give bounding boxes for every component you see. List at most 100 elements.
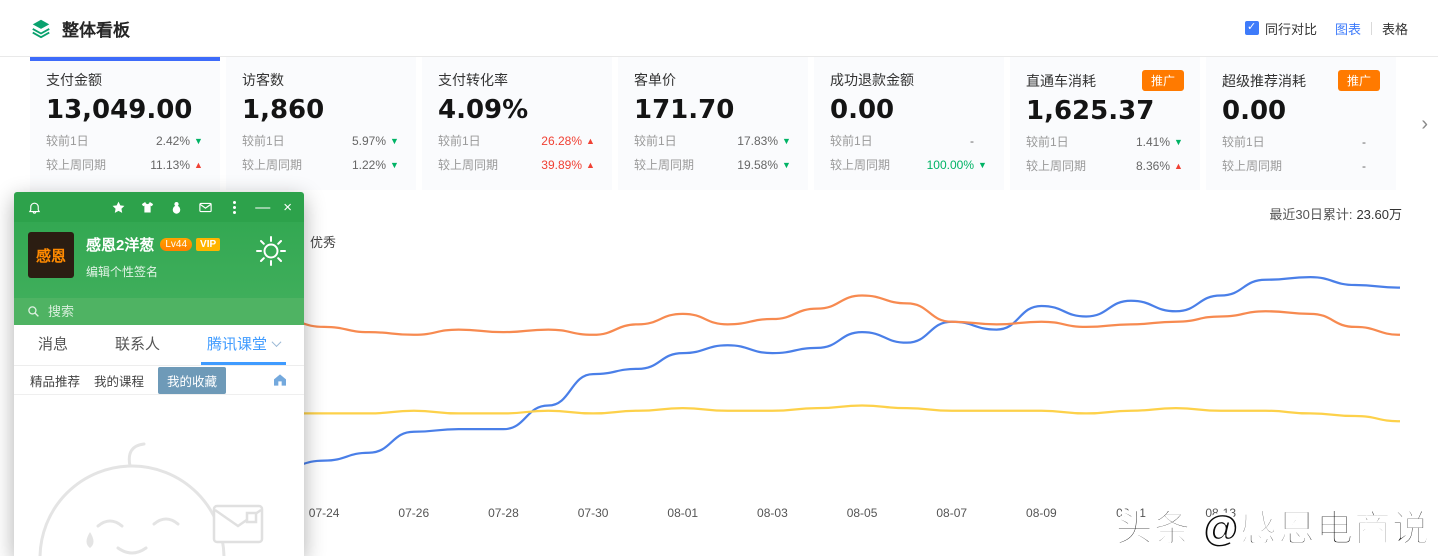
metric-value: 0.00	[830, 95, 895, 125]
metric-card-ztc-cost[interactable]: 直通车消耗 推广 1,625.37 较前1日 1.41% ▼ 较上周同期 8.3…	[1010, 57, 1200, 190]
metric-value: 171.70	[634, 95, 735, 125]
metric-trend-row: 较前1日 2.42% ▼	[46, 132, 204, 149]
view-separator	[1370, 21, 1372, 35]
trend-label: 较前1日	[242, 134, 285, 148]
x-tick-07-28: 07-28	[488, 506, 519, 520]
x-tick-07-26: 07-26	[398, 506, 430, 520]
trend-arrow-icon: ▼	[978, 159, 987, 170]
trend-arrow-icon: ▼	[390, 159, 399, 170]
mascot-icon[interactable]	[168, 199, 184, 215]
vip-badge: VIP	[196, 238, 221, 251]
metric-cards: 支付金额 13,049.00 较前1日 2.42% ▼ 较上周同期 11.13%…	[0, 57, 1438, 190]
trend-label: 较上周同期	[1222, 159, 1283, 173]
cards-next-button[interactable]: ›	[1421, 112, 1428, 135]
trend-value: 2.42%	[155, 133, 190, 148]
dressup-shirt-icon[interactable]	[139, 199, 155, 215]
home-icon[interactable]	[272, 372, 288, 388]
metric-value: 0.00	[1222, 96, 1287, 126]
x-tick-07-24: 07-24	[308, 506, 340, 520]
summary-label: 最近30日累计:	[1269, 207, 1353, 222]
trend-arrow-icon: ▼	[390, 135, 399, 146]
trend-arrow-icon: ▲	[194, 159, 203, 170]
metric-title: 超级推荐消耗	[1222, 72, 1306, 89]
metric-title: 支付金额	[46, 72, 102, 88]
trend-value: 1.41%	[1135, 134, 1170, 149]
page-header: 整体看板 同行对比 图表 表格	[0, 0, 1438, 57]
close-button[interactable]: ×	[283, 198, 292, 216]
watermark-text: 头条 @感恩电商说	[1115, 507, 1430, 549]
signature-edit[interactable]: 编辑个性签名	[86, 265, 159, 279]
trend-value: -	[1362, 158, 1366, 173]
trend-arrow-icon: ▼	[782, 159, 791, 170]
x-axis-ticks: 07-24 07-26 07-28 07-30 08-01 08-03 08-05 08-07…	[100, 506, 1400, 522]
metric-trend-row: 较上周同期 11.13% ▲	[46, 156, 204, 173]
chevron-down-icon	[271, 337, 282, 348]
trend-value: 11.13%	[150, 157, 190, 172]
notification-bell-icon[interactable]	[26, 199, 42, 215]
view-chart-link[interactable]: 图表	[1334, 21, 1361, 37]
promo-badge: 推广	[1337, 70, 1380, 91]
metric-value: 1,625.37	[1026, 96, 1155, 126]
nickname: 感恩2洋葱	[86, 237, 155, 254]
trend-label: 较前1日	[1222, 135, 1265, 149]
metric-card-avg-order-value[interactable]: 客单价 171.70 较前1日 17.83% ▼ 较上周同期 19.58% ▼	[618, 57, 808, 190]
dashboard-layers-icon	[32, 19, 50, 39]
x-tick-08-13: 08-13	[1205, 506, 1237, 520]
search-input[interactable]	[48, 304, 248, 319]
mail-icon[interactable]	[197, 199, 213, 215]
trend-value: 5.97%	[351, 133, 386, 148]
favorites-star-icon[interactable]	[110, 199, 126, 215]
minimize-button[interactable]: —	[255, 198, 271, 216]
series-yellow-line	[100, 404, 1400, 423]
tab-messages[interactable]: 消息	[38, 336, 69, 353]
tab-contacts[interactable]: 联系人	[114, 336, 160, 353]
metric-trend-row: 较前1日 5.97% ▼	[242, 132, 400, 149]
subtab-my-favorites[interactable]: 我的收藏	[158, 366, 227, 394]
trend-value: 19.58%	[737, 157, 778, 172]
x-tick-08-05: 08-05	[846, 506, 878, 520]
trend-arrow-icon: ▼	[782, 135, 791, 146]
tab-tencent-classroom[interactable]: 腾讯课堂	[200, 325, 286, 365]
metric-card-payment-amount[interactable]: 支付金额 13,049.00 较前1日 2.42% ▼ 较上周同期 11.13%…	[30, 57, 220, 190]
trend-value: 17.83%	[737, 133, 778, 148]
qq-window: — × 感恩 感恩2洋葱 Lv44 VIP 编辑个性签名 消息 联系人	[14, 192, 304, 556]
metric-trend-row: 较上周同期 8.36% ▲	[1026, 157, 1184, 174]
metric-trend-row: 较前1日 -	[1222, 133, 1380, 150]
avatar[interactable]: 感恩	[28, 232, 74, 278]
metric-card-visitors[interactable]: 访客数 1,860 较前1日 5.97% ▼ 较上周同期 1.22% ▼	[226, 57, 416, 190]
x-tick-07-30: 07-30	[577, 506, 609, 520]
trend-value: -	[1362, 134, 1366, 149]
qq-profile: 感恩 感恩2洋葱 Lv44 VIP 编辑个性签名	[14, 222, 304, 298]
metric-title: 成功退款金额	[830, 72, 914, 88]
trend-label: 较上周同期	[242, 158, 303, 172]
qq-subtabs: 精品推荐 我的课程 我的收藏	[14, 366, 304, 395]
trend-arrow-icon: ▼	[1174, 136, 1183, 147]
metric-value: 1,860	[242, 95, 325, 125]
metric-card-super-rec-cost[interactable]: 超级推荐消耗 推广 0.00 较前1日 - 较上周同期 -	[1206, 57, 1396, 190]
metric-card-refund-amount[interactable]: 成功退款金额 0.00 较前1日 - 较上周同期 100.00% ▼	[814, 57, 1004, 190]
more-menu-icon[interactable]	[226, 199, 242, 215]
metric-trend-row: 较前1日 17.83% ▼	[634, 132, 792, 149]
x-tick-08-03: 08-03	[757, 506, 788, 520]
level-badge: Lv44	[160, 238, 193, 251]
view-table-link[interactable]: 表格	[1381, 21, 1408, 37]
weather-sun-icon[interactable]	[254, 234, 288, 273]
trend-label: 较上周同期	[438, 158, 499, 172]
metric-value: 13,049.00	[46, 95, 193, 125]
metric-title: 直通车消耗	[1026, 72, 1096, 89]
search-icon	[28, 306, 39, 317]
trend-arrow-icon: ▲	[1174, 160, 1183, 171]
summary-value: 23.60万	[1356, 207, 1402, 222]
metric-trend-row: 较上周同期 39.89% ▲	[438, 156, 596, 173]
series-blue-line	[100, 276, 1400, 478]
subtab-recommended[interactable]: 精品推荐	[30, 374, 81, 389]
x-tick-08-11: 08-11	[1116, 506, 1146, 520]
peer-compare-checkbox[interactable]	[1244, 20, 1259, 35]
trend-chart	[100, 230, 1400, 492]
trend-arrow-icon: ▲	[586, 159, 595, 170]
trend-label: 较前1日	[1026, 135, 1069, 149]
trend-label: 较前1日	[634, 134, 677, 148]
metric-value: 4.09%	[438, 95, 529, 125]
metric-card-conversion-rate[interactable]: 支付转化率 4.09% 较前1日 26.28% ▲ 较上周同期 39.89% ▲	[422, 57, 612, 190]
subtab-my-courses[interactable]: 我的课程	[94, 374, 145, 389]
